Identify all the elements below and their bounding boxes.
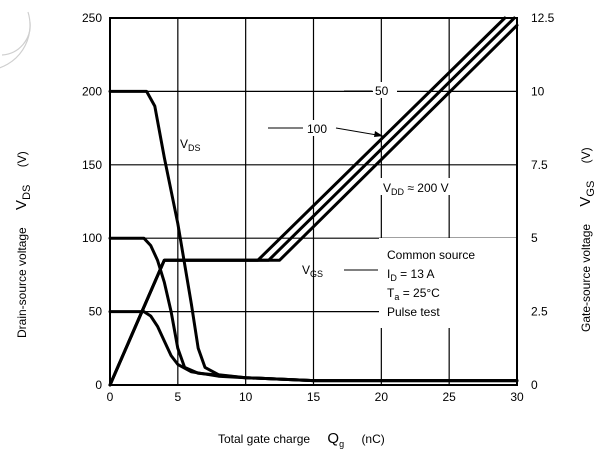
grid — [110, 18, 517, 385]
series-line-vgs-3 — [108, 16, 507, 387]
annotations: VDS 50 100 VDD ≈ 200 V VGS — [180, 82, 486, 279]
y-right-tick-labels: 0 2.5 5 7.5 10 12.5 — [531, 11, 555, 392]
condition-line-2: ID = 13 A — [387, 267, 435, 283]
y-left-tick-label: 0 — [95, 378, 102, 392]
condition-line-3: Ta = 25°C — [387, 286, 440, 302]
x-tick-label: 10 — [239, 390, 253, 404]
x-tick-label: 0 — [107, 390, 114, 404]
plot-frame — [109, 17, 518, 386]
y-left-tick-label: 100 — [82, 231, 102, 245]
vdd-label-bg — [380, 178, 486, 195]
y-right-tick-label: 10 — [531, 84, 545, 98]
conditions-box: Common source ID = 13 A Ta = 25°C Pulse … — [379, 238, 516, 328]
series-line-vgs-5 — [108, 23, 519, 387]
label-100-bg — [304, 120, 334, 136]
x-tick-label: 5 — [174, 390, 181, 404]
vdd-label: VDD ≈ 200 V — [383, 181, 449, 197]
y-right-tick-label: 2.5 — [531, 305, 548, 319]
y-right-tick-label: 12.5 — [531, 11, 555, 25]
corner-logo — [0, 11, 31, 69]
y-right-axis-label: Gate-source voltage VGS (V) — [577, 147, 597, 332]
y-left-axis-label: Drain-source voltage VDS (V) — [13, 151, 33, 338]
x-axis-label: Total gate charge Qg (nC) — [218, 430, 385, 450]
x-tick-label: 25 — [442, 390, 456, 404]
arrowhead-100 — [374, 131, 383, 137]
y-right-tick-label: 0 — [531, 378, 538, 392]
vds-label: VDS — [180, 137, 201, 153]
conditions-bg — [379, 238, 516, 328]
condition-line-4: Pulse test — [387, 305, 440, 319]
label-50-bg — [373, 82, 397, 98]
y-left-tick-label: 200 — [82, 84, 102, 98]
y-right-tick-label: 7.5 — [531, 158, 548, 172]
y-left-tick-label: 250 — [82, 11, 102, 25]
y-left-tick-label: 150 — [82, 158, 102, 172]
y-left-tick-label: 50 — [89, 305, 103, 319]
series-lines — [108, 16, 519, 387]
vgs-label: VGS — [302, 263, 323, 279]
y-left-tick-labels: 0 50 100 150 200 250 — [82, 11, 102, 392]
series-line-vds-2 — [108, 310, 519, 383]
condition-line-1: Common source — [387, 248, 475, 262]
y-right-tick-label: 5 — [531, 231, 538, 245]
x-tick-labels: 0 5 10 15 20 25 30 — [107, 390, 524, 404]
x-tick-label: 15 — [307, 390, 321, 404]
x-tick-label: 30 — [510, 390, 524, 404]
label-100: 100 — [307, 122, 327, 136]
x-tick-label: 20 — [375, 390, 389, 404]
label-50: 50 — [375, 84, 389, 98]
series-line-vgs-4 — [108, 16, 516, 387]
